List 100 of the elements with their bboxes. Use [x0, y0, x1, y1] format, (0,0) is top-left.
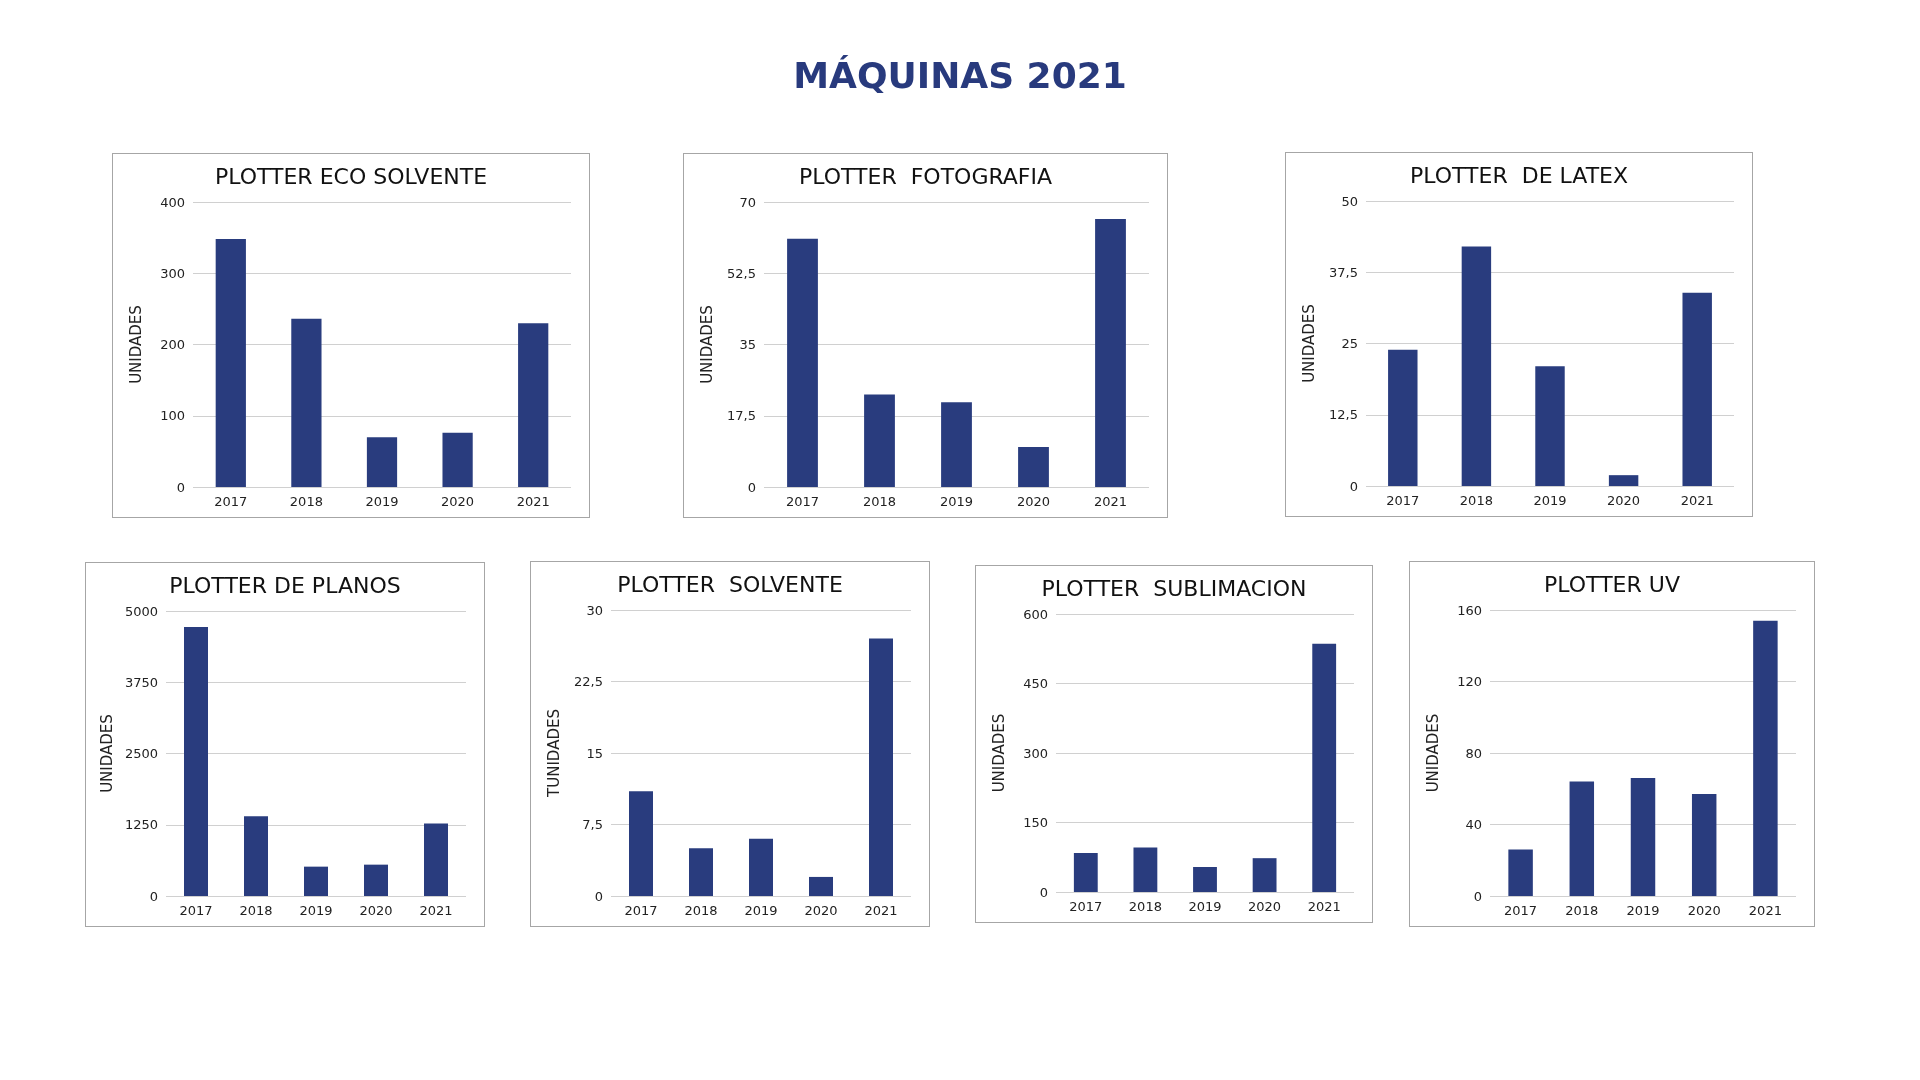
- x-tick-label: 2017: [624, 903, 658, 918]
- y-tick-label: 100: [160, 408, 185, 424]
- bar: [941, 402, 972, 487]
- y-tick-label: 0: [747, 479, 756, 495]
- bar: [304, 866, 328, 896]
- chart-title: PLOTTER SUBLIMACION: [1041, 575, 1307, 601]
- x-tick-label: 2020: [1687, 903, 1721, 918]
- bar: [1682, 292, 1712, 486]
- y-tick-label: 400: [160, 194, 185, 210]
- y-axis-title: UNIDADES: [989, 713, 1008, 793]
- y-tick-label: 12,5: [1329, 407, 1358, 423]
- y-tick-label: 0: [176, 479, 185, 495]
- chart-title: PLOTTER UV: [1544, 571, 1680, 597]
- bar: [364, 864, 388, 896]
- bar: [215, 239, 246, 487]
- bar: [1193, 866, 1217, 892]
- x-tick-label: 2018: [1565, 903, 1599, 918]
- y-tick-label: 1250: [124, 817, 158, 833]
- chart-title: PLOTTER FOTOGRAFIA: [798, 163, 1053, 189]
- bar: [1073, 853, 1098, 892]
- x-tick-label: 2021: [1680, 493, 1714, 508]
- x-tick-label: 2018: [289, 494, 323, 509]
- bar: [424, 823, 448, 896]
- x-tick-label: 2019: [744, 903, 778, 918]
- y-tick-label: 0: [1349, 478, 1358, 494]
- bar: [1691, 794, 1717, 896]
- x-tick-label: 2021: [516, 494, 550, 509]
- bar: [1569, 781, 1595, 896]
- bar: [1508, 849, 1533, 896]
- x-tick-label: 2017: [1069, 899, 1103, 914]
- x-tick-label: 2019: [1188, 899, 1222, 914]
- x-tick-label: 2021: [1748, 903, 1782, 918]
- x-tick-label: 2018: [239, 903, 273, 918]
- y-tick-label: 3750: [124, 674, 158, 690]
- y-axis-title: UNIDADES: [1299, 304, 1318, 383]
- bar: [1388, 349, 1418, 486]
- chart-title: PLOTTER DE PLANOS: [169, 572, 401, 598]
- chart-title: PLOTTER DE LATEX: [1409, 162, 1629, 188]
- y-tick-label: 30: [586, 602, 603, 618]
- y-axis-title: UNIDADES: [126, 305, 145, 384]
- bar: [184, 626, 208, 896]
- bar: [1461, 246, 1492, 486]
- bar: [442, 432, 473, 487]
- x-tick-label: 2020: [1607, 493, 1641, 508]
- y-tick-label: 600: [1023, 606, 1048, 622]
- y-tick-label: 17,5: [727, 408, 756, 424]
- bar: [787, 238, 818, 487]
- bar: [1312, 643, 1337, 892]
- chart-title: PLOTTER SOLVENTE: [617, 571, 843, 597]
- y-tick-label: 160: [1457, 602, 1482, 618]
- bar: [1753, 620, 1778, 896]
- y-axis-title: TUNIDADES: [544, 709, 563, 798]
- bar: [1630, 778, 1656, 896]
- x-tick-label: 2021: [1093, 494, 1128, 509]
- y-axis-title: UNIDADES: [1423, 713, 1442, 793]
- bar: [518, 323, 549, 487]
- x-tick-label: 2019: [365, 494, 399, 509]
- x-tick-label: 2020: [804, 903, 838, 918]
- y-tick-label: 22,5: [574, 674, 603, 689]
- text: MÁQUINAS 2021: [792, 55, 1128, 98]
- y-tick-label: 37,5: [1329, 264, 1358, 280]
- y-tick-label: 0: [149, 888, 158, 904]
- x-tick-label: 2018: [1459, 493, 1493, 508]
- bar: [689, 848, 713, 896]
- y-axis-title: UNIDADES: [697, 305, 716, 384]
- y-tick-label: 50: [1341, 193, 1358, 209]
- y-tick-label: 70: [739, 194, 756, 210]
- x-tick-label: 2018: [862, 494, 897, 509]
- y-tick-label: 2500: [124, 746, 158, 761]
- bar: [244, 816, 268, 896]
- bar: [1095, 219, 1126, 487]
- bar: [809, 876, 833, 896]
- y-tick-label: 120: [1457, 674, 1482, 689]
- x-tick-label: 2020: [1248, 899, 1282, 914]
- x-tick-label: 2019: [299, 903, 333, 918]
- chart-title: PLOTTER ECO SOLVENTE: [214, 163, 488, 189]
- x-tick-label: 2019: [1626, 903, 1660, 918]
- bar: [291, 318, 322, 487]
- x-tick-label: 2019: [1533, 493, 1567, 508]
- y-tick-label: 80: [1465, 745, 1482, 761]
- y-tick-label: 35: [739, 337, 756, 352]
- bar: [1608, 475, 1639, 486]
- y-tick-label: 5000: [124, 603, 158, 619]
- x-tick-label: 2017: [785, 494, 820, 509]
- bar: [1252, 858, 1277, 892]
- y-tick-label: 150: [1023, 815, 1048, 830]
- bar: [366, 437, 398, 487]
- y-tick-label: 52,5: [727, 265, 756, 281]
- x-tick-label: 2019: [939, 494, 974, 509]
- y-tick-label: 300: [160, 265, 185, 281]
- x-tick-label: 2021: [864, 903, 898, 918]
- bar: [749, 838, 773, 896]
- x-tick-label: 2017: [214, 494, 248, 509]
- x-tick-label: 2020: [441, 494, 475, 509]
- x-tick-label: 2021: [1307, 899, 1341, 914]
- bar: [1133, 847, 1158, 892]
- x-tick-label: 2017: [1504, 903, 1538, 918]
- bar: [629, 791, 653, 896]
- y-tick-label: 0: [594, 888, 603, 904]
- y-tick-label: 0: [1039, 884, 1048, 900]
